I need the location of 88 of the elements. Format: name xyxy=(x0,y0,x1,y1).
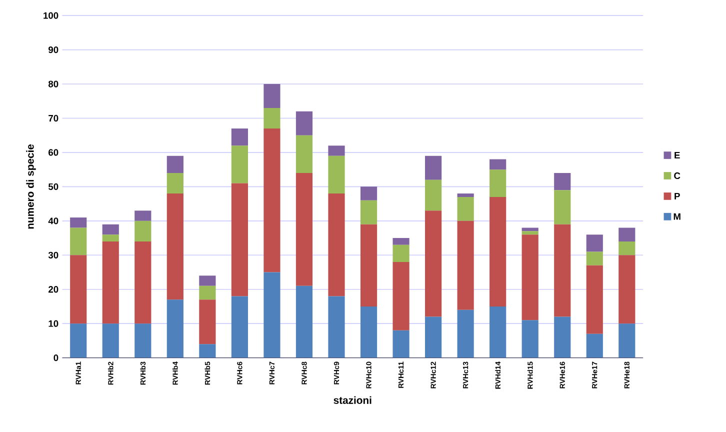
x-axis-title: stazioni xyxy=(334,396,372,404)
y-axis-title: numero di specie xyxy=(26,144,36,228)
bar xyxy=(425,210,442,317)
bar xyxy=(392,244,410,262)
y-tick-label: 10 xyxy=(48,320,58,327)
bar xyxy=(199,275,216,286)
bar xyxy=(360,200,378,224)
bar xyxy=(296,286,313,358)
bar xyxy=(425,180,442,210)
bar xyxy=(586,234,603,252)
legend-label: C xyxy=(674,172,680,179)
bar xyxy=(134,241,152,324)
bar xyxy=(490,306,506,358)
y-tick-label: 40 xyxy=(48,217,58,224)
bar xyxy=(199,299,216,344)
bar xyxy=(554,190,571,224)
bar xyxy=(425,156,442,180)
y-tick-label: 0 xyxy=(54,354,58,361)
bar xyxy=(264,272,280,358)
bar xyxy=(554,172,571,190)
bar xyxy=(70,217,87,228)
bar xyxy=(457,193,474,197)
bar xyxy=(586,334,603,358)
legend-label: P xyxy=(674,192,680,200)
bar xyxy=(360,186,378,200)
bar xyxy=(70,254,87,324)
bar xyxy=(231,183,248,296)
bar xyxy=(554,316,571,358)
bar xyxy=(457,220,474,310)
y-tick-label: 20 xyxy=(48,286,58,292)
legend-label: M xyxy=(674,213,680,220)
bar xyxy=(618,254,636,324)
bar xyxy=(360,306,378,358)
bar xyxy=(102,323,119,358)
bar xyxy=(296,172,313,286)
bar xyxy=(199,344,216,358)
bar xyxy=(134,210,152,221)
bar xyxy=(328,156,345,194)
bar xyxy=(522,320,538,358)
bar xyxy=(264,128,280,272)
bar xyxy=(296,135,313,173)
y-tick-label: 60 xyxy=(48,148,58,156)
bar xyxy=(134,323,152,358)
bar xyxy=(490,159,506,170)
bar xyxy=(264,108,280,128)
bar xyxy=(328,193,345,296)
bar xyxy=(328,296,345,358)
bar xyxy=(231,128,248,146)
bar xyxy=(425,316,442,358)
bar xyxy=(392,330,410,358)
bar xyxy=(199,286,216,300)
bar xyxy=(522,234,538,320)
bar xyxy=(490,169,506,197)
y-tick-label: 90 xyxy=(48,46,58,53)
bar xyxy=(618,228,636,242)
bar xyxy=(166,299,184,358)
bar xyxy=(134,220,152,242)
bar xyxy=(392,238,410,245)
bar xyxy=(328,145,345,156)
bar xyxy=(586,251,603,266)
bar xyxy=(166,156,184,173)
y-tick-label: 100 xyxy=(44,12,58,19)
bar xyxy=(490,196,506,306)
bar xyxy=(231,145,248,184)
bar xyxy=(102,241,119,324)
bar xyxy=(231,296,248,358)
bar xyxy=(70,228,87,255)
y-tick-label: 50 xyxy=(48,183,58,190)
bar xyxy=(586,265,603,334)
legend-label: E xyxy=(674,152,680,158)
y-tick-label: 80 xyxy=(48,80,58,88)
bar xyxy=(264,84,280,108)
bar xyxy=(102,234,119,242)
bar xyxy=(166,172,184,194)
bar xyxy=(102,224,119,234)
y-tick-label: 70 xyxy=(48,114,58,122)
bar xyxy=(296,111,313,136)
bar xyxy=(522,230,538,234)
bar xyxy=(457,310,474,358)
bar xyxy=(392,262,410,330)
bar xyxy=(618,323,636,358)
bar xyxy=(618,241,636,255)
bar xyxy=(70,323,87,358)
bar xyxy=(554,224,571,317)
y-tick-label: 30 xyxy=(48,252,58,258)
bar xyxy=(360,224,378,306)
bar xyxy=(166,193,184,300)
bar xyxy=(457,196,474,221)
